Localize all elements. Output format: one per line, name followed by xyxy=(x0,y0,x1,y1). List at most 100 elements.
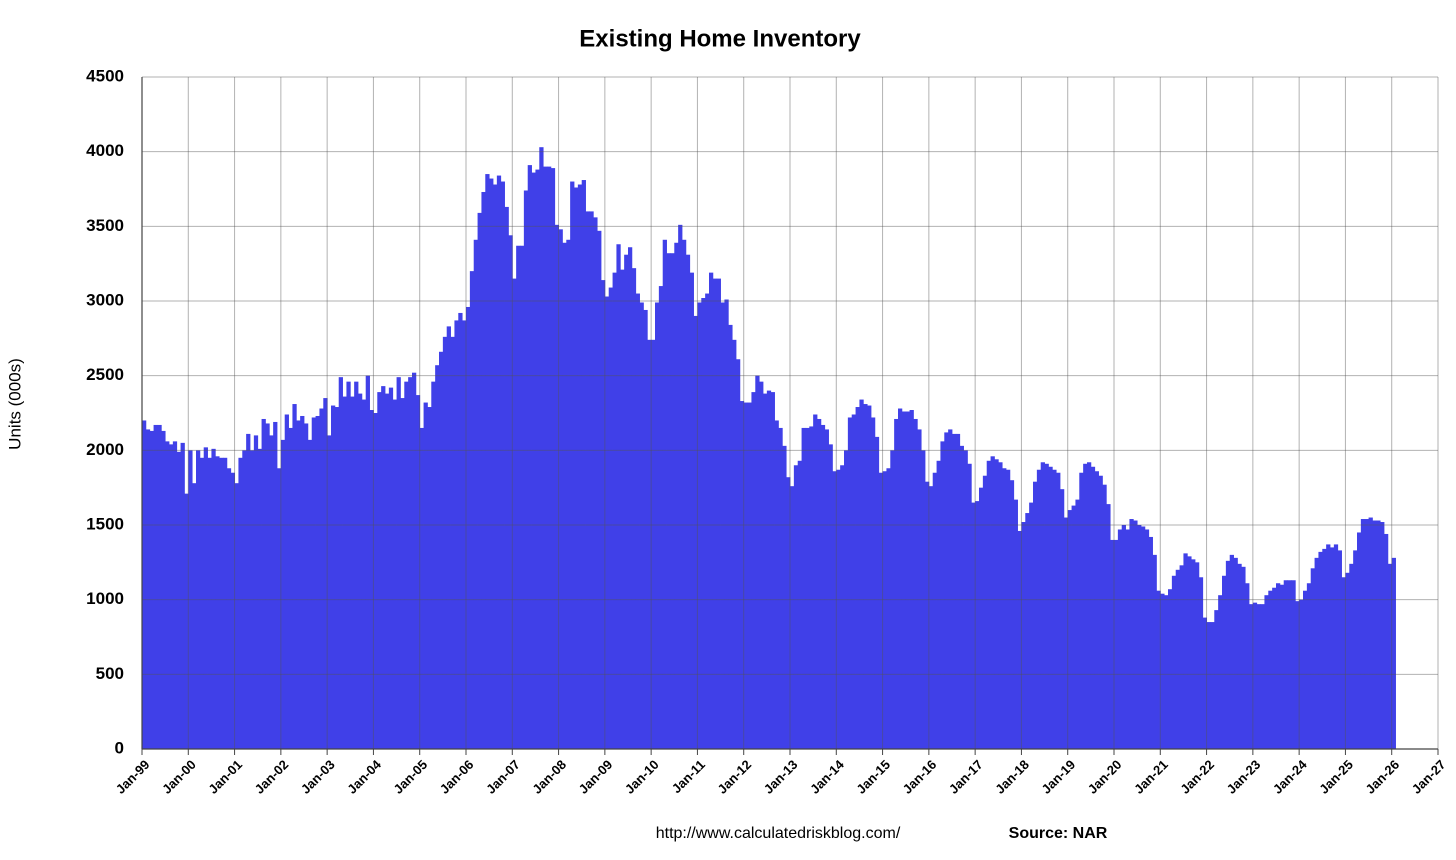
bar xyxy=(763,393,768,749)
bar xyxy=(192,483,197,749)
bar xyxy=(550,168,556,750)
bar xyxy=(1345,572,1350,749)
bar xyxy=(682,239,687,750)
bar xyxy=(874,436,880,749)
bar xyxy=(604,296,610,749)
y-tick-label: 500 xyxy=(96,664,124,683)
bar xyxy=(1368,517,1373,749)
bar xyxy=(1137,525,1142,749)
bar xyxy=(1218,595,1223,749)
bar xyxy=(743,402,748,749)
bar xyxy=(1249,604,1254,749)
bar xyxy=(1314,557,1319,749)
bar xyxy=(1364,519,1369,749)
bar xyxy=(867,405,872,749)
bar xyxy=(1268,590,1273,749)
bar xyxy=(1295,601,1300,749)
bar xyxy=(805,427,810,749)
bar xyxy=(558,229,563,749)
bar xyxy=(967,463,972,749)
bar xyxy=(628,247,633,750)
bar xyxy=(481,191,486,749)
bar xyxy=(570,181,575,750)
y-tick-label: 2000 xyxy=(86,440,124,459)
bar xyxy=(1152,554,1157,749)
bar xyxy=(1090,466,1096,749)
bar xyxy=(986,460,991,749)
bar xyxy=(219,457,224,749)
bar xyxy=(847,417,853,749)
bar xyxy=(1264,595,1269,749)
bar xyxy=(392,399,397,749)
bar xyxy=(381,386,386,749)
bar xyxy=(1183,553,1188,749)
bar xyxy=(1198,577,1204,749)
bar xyxy=(1333,544,1339,749)
bar xyxy=(1337,550,1342,749)
bar xyxy=(323,398,328,749)
bar xyxy=(1241,566,1246,749)
bar xyxy=(412,372,417,749)
bar xyxy=(809,426,814,749)
bar xyxy=(1079,472,1084,749)
bar xyxy=(493,184,498,749)
bar xyxy=(832,471,837,749)
bar xyxy=(1033,481,1038,749)
bar xyxy=(778,427,783,749)
bar xyxy=(817,418,822,749)
bar xyxy=(1322,548,1327,749)
bar xyxy=(685,254,691,749)
y-tick-label: 4500 xyxy=(86,66,124,85)
bar xyxy=(431,381,436,749)
bar xyxy=(759,381,764,749)
bar xyxy=(1060,489,1065,749)
bar xyxy=(296,420,301,749)
bar xyxy=(886,468,891,749)
bar xyxy=(516,245,521,749)
bar xyxy=(701,298,706,749)
bar xyxy=(739,401,745,749)
bar xyxy=(442,336,448,749)
y-tick-label: 1000 xyxy=(86,589,124,608)
bar xyxy=(1102,484,1107,749)
bar xyxy=(369,410,374,749)
bar xyxy=(905,411,910,749)
bar xyxy=(944,432,949,749)
bar xyxy=(196,450,201,749)
y-tick-label: 4000 xyxy=(86,141,124,160)
bar xyxy=(331,405,336,749)
bar xyxy=(801,427,806,749)
bar xyxy=(385,393,390,749)
bar xyxy=(998,462,1003,749)
bar xyxy=(496,175,502,749)
bar xyxy=(419,427,424,749)
bar xyxy=(265,423,270,749)
bar xyxy=(1056,472,1061,749)
bar xyxy=(716,278,721,749)
bar xyxy=(770,392,775,749)
bar xyxy=(1087,462,1092,749)
chart-title: Existing Home Inventory xyxy=(579,25,861,52)
bar xyxy=(415,395,421,749)
bar xyxy=(149,430,154,749)
footer-url: http://www.calculatedriskblog.com/ xyxy=(656,825,901,842)
bar xyxy=(793,465,799,749)
bar xyxy=(1391,557,1396,749)
bar xyxy=(250,450,255,749)
bar xyxy=(1341,577,1346,749)
bar xyxy=(581,180,586,750)
bar xyxy=(1144,529,1150,749)
bar xyxy=(535,169,540,749)
bar xyxy=(334,407,340,749)
bar xyxy=(1279,584,1285,749)
bar xyxy=(199,457,205,749)
bar xyxy=(300,415,305,749)
bar xyxy=(242,450,247,749)
bar xyxy=(1357,532,1362,749)
bar xyxy=(1129,519,1134,749)
source: Source: NAR xyxy=(1009,825,1108,842)
bar xyxy=(311,417,316,749)
bar xyxy=(1071,505,1076,749)
bar xyxy=(439,351,444,749)
